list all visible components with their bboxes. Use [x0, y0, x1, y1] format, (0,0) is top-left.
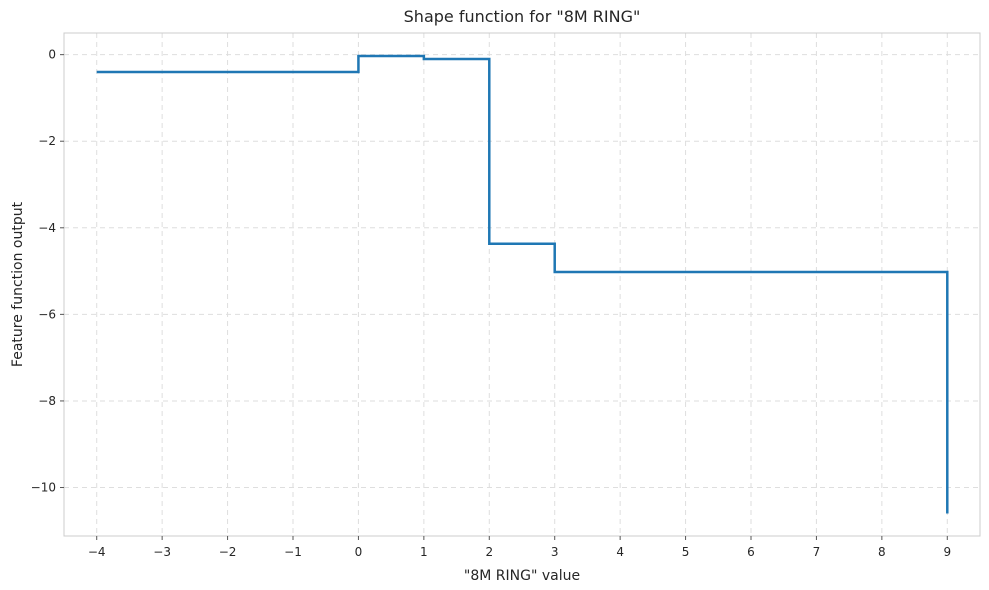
x-axis-label: "8M RING" value: [464, 568, 580, 584]
tick-labels: −4 −3 −2 −1 0 1 2 3 4 5 6 7 8 90−2−4−6−8−10: [31, 48, 951, 559]
x-tick-label: −4: [88, 545, 106, 559]
x-tick-label: 6: [747, 545, 755, 559]
x-tick-label: 1: [420, 545, 428, 559]
x-tick-label: 8: [878, 545, 886, 559]
chart-title: Shape function for "8M RING": [404, 7, 641, 26]
x-tick-label: 5: [682, 545, 690, 559]
x-tick-label: 4: [616, 545, 624, 559]
y-tick-label: −4: [38, 221, 56, 235]
x-tick-label: −1: [284, 545, 302, 559]
x-tick-label: 3: [551, 545, 559, 559]
y-tick-label: −2: [38, 134, 56, 148]
x-tick-label: −3: [153, 545, 171, 559]
series-layer: [96, 54, 949, 514]
plot-area-frame: [63, 32, 981, 537]
x-tick-label: 2: [485, 545, 493, 559]
y-tick-label: −10: [31, 481, 56, 495]
grid-lines: [64, 33, 980, 536]
y-axis-label: Feature function output: [10, 201, 26, 367]
axis-ticks: [60, 54, 948, 540]
y-tick-label: −6: [38, 307, 56, 321]
y-tick-label: 0: [48, 48, 56, 62]
x-tick-label: 7: [813, 545, 821, 559]
x-tick-label: −2: [219, 545, 237, 559]
x-tick-label: 0: [355, 545, 363, 559]
series-line: [96, 54, 949, 514]
x-tick-label: 9: [943, 545, 951, 559]
y-tick-label: −8: [38, 394, 56, 408]
